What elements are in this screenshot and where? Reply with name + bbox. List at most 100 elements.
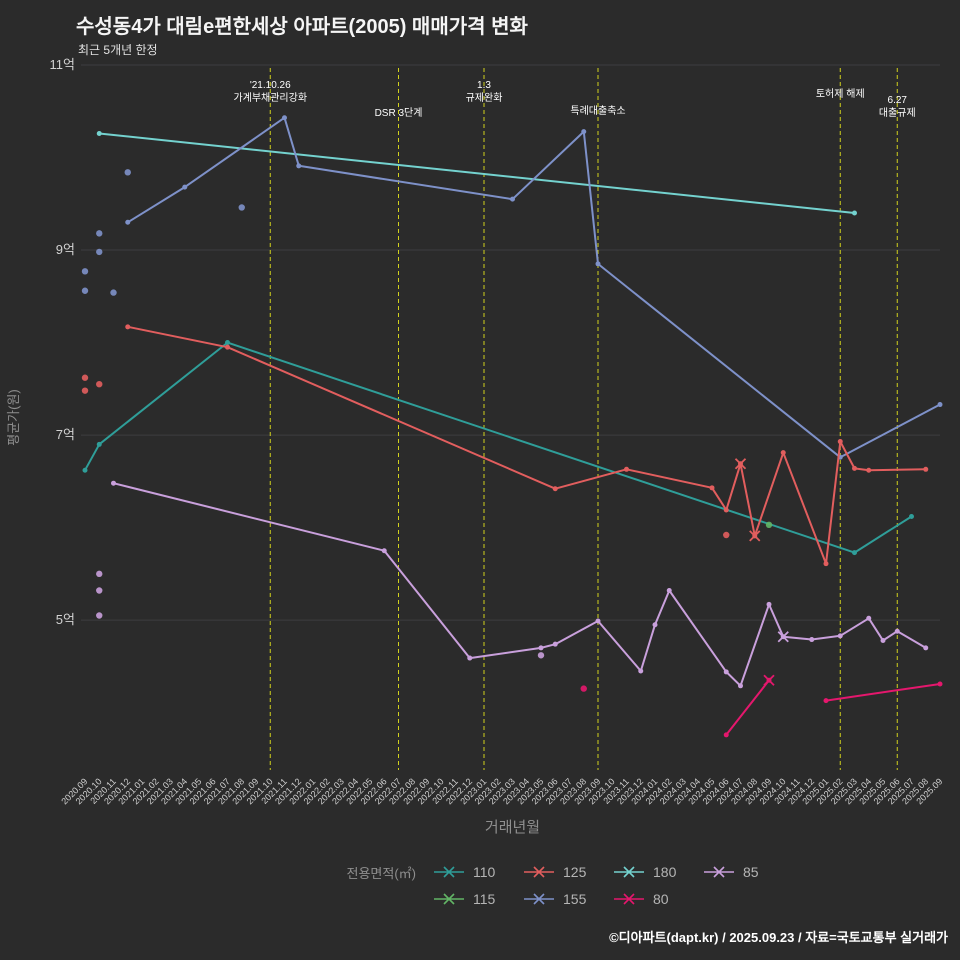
event-annotation: '21.10.26 가계부채관리강화 — [233, 80, 307, 104]
series-point-125 — [723, 507, 729, 513]
series-point-125 — [923, 466, 929, 472]
series-point-85 — [666, 588, 672, 594]
x-marker-85 — [777, 631, 789, 643]
legend-marker-icon — [704, 866, 734, 878]
series-point-85 — [723, 669, 729, 675]
y-tick-label: 11억 — [50, 57, 75, 72]
series-point-125 — [837, 439, 843, 445]
price-line-chart: 11억 9억 7억 5억 '21.10.26 가계부채관리강화 DSR 3단계 1.3 규제완화… — [6, 57, 944, 836]
series-line-110 — [84, 341, 913, 554]
legend-label: 85 — [743, 864, 759, 880]
legend-entry-85: 85 — [702, 864, 792, 880]
legend-marker-icon — [524, 866, 554, 878]
scatter-point-85 — [96, 587, 103, 594]
event-annotation: 1.3 규제완화 — [466, 80, 503, 104]
series-point-85 — [595, 618, 601, 624]
series-point-180 — [852, 210, 857, 216]
event-annotation: 6.27 대출규제 — [879, 95, 916, 119]
series-point-85 — [638, 668, 644, 674]
series-point-85 — [538, 645, 544, 651]
scatter-point-125 — [81, 374, 89, 381]
series-point-155 — [937, 402, 943, 408]
series-point-85 — [837, 633, 843, 639]
event-annotation: DSR 3단계 — [375, 107, 423, 119]
series-line-80 — [725, 679, 770, 736]
series-point-155 — [282, 115, 287, 121]
event-annotation: 토허제 해제 — [816, 87, 865, 100]
series-line-180 — [99, 132, 855, 214]
legend-entry-110: 110 — [432, 864, 522, 880]
y-tick-label: 5억 — [56, 612, 75, 627]
scatter-point-155 — [110, 289, 117, 296]
scatter-point-125 — [96, 380, 103, 388]
scatter-point-115 — [765, 521, 773, 529]
legend-marker-icon — [524, 893, 554, 905]
x-axis-label: 거래년월 — [485, 819, 540, 836]
series-point-155 — [125, 219, 131, 225]
y-tick-label: 9억 — [56, 242, 75, 257]
series-point-155 — [296, 163, 302, 169]
series-line-155 — [127, 116, 941, 459]
scatter-point-125 — [723, 531, 730, 539]
series-point-125 — [125, 324, 131, 330]
series-point-85 — [766, 601, 772, 607]
legend-label: 115 — [473, 891, 496, 907]
legend-marker-icon — [434, 866, 464, 878]
legend-marker-icon — [434, 893, 464, 905]
scatter-point-155 — [81, 268, 89, 275]
legend-row: 115 155 80 — [318, 889, 792, 909]
scatter-point-155 — [238, 204, 245, 211]
legend-entry-115: 115 — [432, 891, 522, 907]
x-marker-125 — [734, 458, 747, 470]
legend-entry-80: 80 — [612, 891, 702, 907]
scatter-point-85 — [96, 612, 103, 619]
scatter-point-85 — [96, 570, 103, 578]
series-point-110 — [852, 550, 857, 556]
series-point-110 — [82, 467, 88, 473]
y-tick-label: 7억 — [56, 427, 75, 442]
event-annotation: 특례대출축소 — [570, 105, 625, 117]
copyright-footer: ©디아파트(dapt.kr) / 2025.09.23 / 자료=국토교통부 실… — [609, 930, 948, 945]
scatter-point-155 — [81, 287, 89, 294]
series-point-85 — [923, 645, 929, 651]
series-point-125 — [823, 561, 829, 567]
series-point-125 — [624, 466, 629, 472]
series-point-155 — [510, 196, 515, 202]
scatter-point-155 — [124, 169, 131, 176]
series-line-80 — [825, 683, 941, 702]
series-point-85 — [111, 480, 116, 486]
series-point-85 — [381, 548, 387, 554]
scatter-point-155 — [96, 230, 103, 237]
scatter-point-155 — [96, 248, 103, 256]
series-point-125 — [225, 344, 230, 350]
series-point-85 — [467, 655, 473, 661]
series-point-125 — [852, 465, 857, 471]
x-marker-125 — [749, 530, 761, 542]
legend-title: 전용면적(㎡) — [346, 865, 417, 881]
legend-label: 180 — [653, 864, 677, 880]
scatter-point-85 — [537, 652, 545, 659]
legend: 전용면적(㎡) 110 125 180 85 115 155 80 — [318, 862, 792, 909]
scatter-point-80 — [580, 685, 587, 692]
x-marker-80 — [763, 674, 775, 686]
series-point-155 — [581, 129, 587, 135]
legend-marker-icon — [614, 893, 644, 905]
series-point-125 — [552, 486, 558, 492]
chart-subtitle: 최근 5개년 한정 — [78, 43, 158, 57]
legend-marker-icon — [614, 866, 644, 878]
series-line-125 — [127, 325, 926, 565]
series-point-85 — [866, 615, 872, 621]
legend-row: 전용면적(㎡) 110 125 180 85 — [318, 862, 792, 882]
series-point-85 — [552, 641, 558, 647]
series-point-85 — [894, 628, 900, 634]
legend-entry-125: 125 — [522, 864, 612, 880]
series-point-180 — [96, 130, 102, 136]
series-point-80 — [937, 681, 943, 687]
series-point-125 — [709, 485, 715, 491]
series-point-125 — [866, 467, 872, 473]
series-point-85 — [738, 683, 743, 689]
series-point-80 — [823, 698, 829, 704]
legend-entry-155: 155 — [522, 891, 612, 907]
series-point-110 — [909, 513, 914, 519]
series-point-85 — [809, 637, 815, 643]
